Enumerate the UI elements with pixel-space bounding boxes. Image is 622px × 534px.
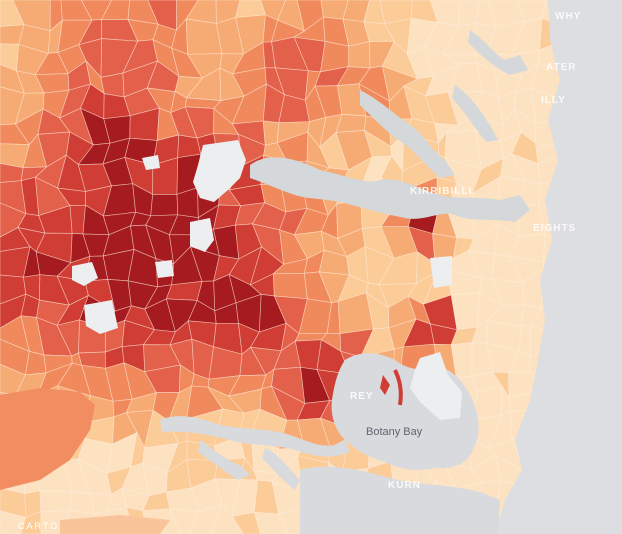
attribution-logo: CARTO [18, 521, 60, 531]
peninsula-strip [393, 369, 403, 406]
suburb-polygon[interactable] [39, 490, 73, 513]
peninsula-tip [380, 375, 390, 395]
suburb-polygon[interactable] [262, 120, 280, 146]
suburb-polygon[interactable] [253, 511, 288, 534]
suburb-polygon[interactable] [40, 510, 71, 534]
no-data-areas [72, 140, 462, 420]
suburb-polygon[interactable] [458, 0, 480, 27]
place-label-kirribilli: KIRRIBILLI [410, 186, 473, 197]
water-label-botany-bay: Botany Bay [366, 426, 423, 438]
suburb-polygon[interactable] [169, 508, 200, 534]
suburb-polygon[interactable] [231, 511, 261, 534]
place-label-heights: EIGHTS [533, 223, 577, 234]
suburb-polygon[interactable] [0, 510, 27, 534]
place-label-kurn: KURN [388, 480, 421, 491]
suburb-polygon[interactable] [20, 511, 42, 534]
suburb-polygon[interactable] [348, 41, 371, 69]
suburb-polygon[interactable] [235, 0, 266, 18]
suburb-polygon[interactable] [210, 503, 244, 534]
place-label-illy: ILLY [541, 95, 566, 106]
place-label-why: WHY [555, 11, 582, 22]
suburb-polygon[interactable] [24, 350, 47, 376]
suburb-polygon[interactable] [272, 273, 308, 300]
place-label-ater: ATER [546, 62, 577, 73]
suburb-polygon[interactable] [150, 193, 179, 217]
place-label-rey: REY [350, 391, 374, 402]
